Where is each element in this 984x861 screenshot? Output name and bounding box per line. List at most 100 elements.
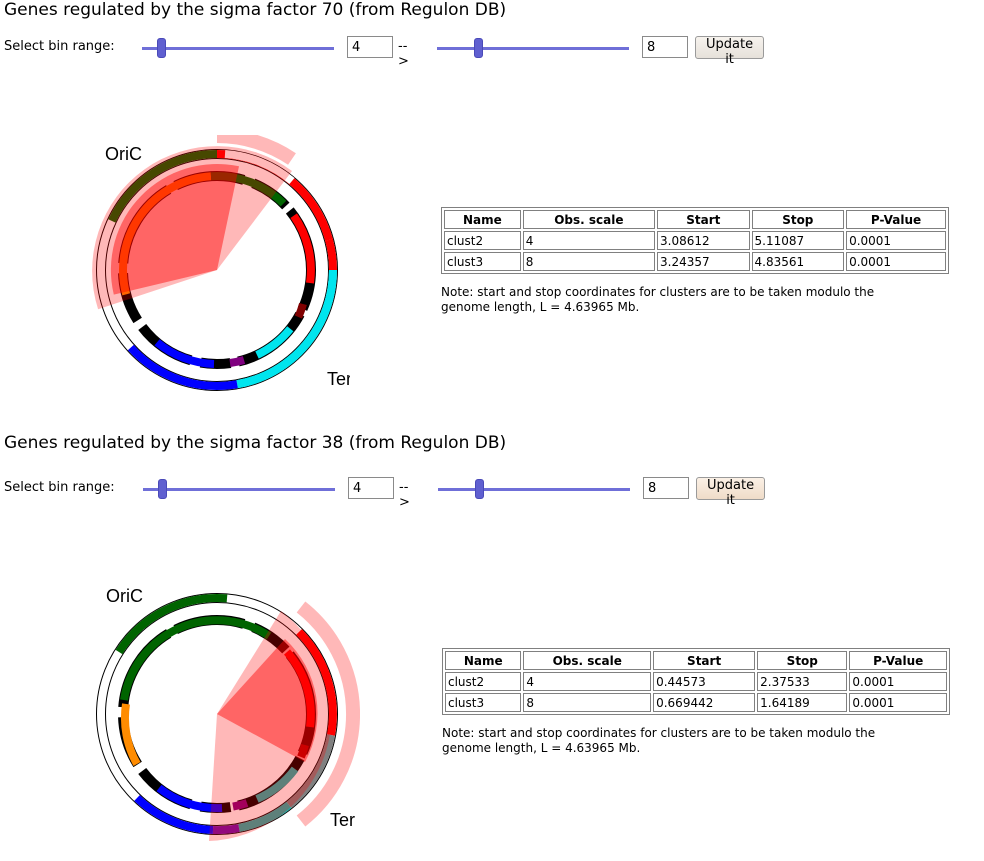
cell-name: clust2 bbox=[445, 672, 522, 691]
inner-ring-segment bbox=[283, 649, 315, 728]
table-row: clust3 8 3.24357 4.83561 0.0001 bbox=[444, 252, 946, 271]
bin-range-label: Select bin range: bbox=[4, 39, 115, 54]
table-row: clust2 4 3.08612 5.11087 0.0001 bbox=[444, 231, 946, 250]
slider-knob[interactable] bbox=[157, 38, 166, 58]
inner-ring-segment bbox=[297, 743, 309, 759]
inner-ring-segment bbox=[232, 799, 249, 811]
column-header: Stop bbox=[757, 651, 848, 670]
bin-range-label: Select bin range: bbox=[4, 480, 115, 495]
min-bin-input[interactable] bbox=[347, 36, 393, 58]
slider-knob[interactable] bbox=[475, 479, 484, 499]
cluster-wedge-large bbox=[209, 611, 332, 841]
column-header: Obs. scale bbox=[522, 210, 656, 229]
slider-knob[interactable] bbox=[158, 479, 167, 499]
range-arrow: --> bbox=[399, 480, 410, 510]
cell-obs-scale: 8 bbox=[522, 252, 656, 271]
cluster-table: Name Obs. scale Start Stop P-Value clust… bbox=[442, 648, 950, 715]
cell-name: clust2 bbox=[444, 231, 521, 250]
oric-label: OriC bbox=[105, 144, 142, 164]
cell-p-value: 0.0001 bbox=[849, 672, 947, 691]
column-header: Obs. scale bbox=[523, 651, 652, 670]
inner-ring-segment bbox=[120, 703, 141, 766]
update-button[interactable]: Update it bbox=[696, 477, 766, 508]
cell-p-value: 0.0001 bbox=[846, 231, 946, 250]
slider-track bbox=[437, 47, 629, 50]
cell-name: clust3 bbox=[444, 252, 521, 271]
ter-label: Ter bbox=[327, 369, 350, 389]
cell-p-value: 0.0001 bbox=[849, 693, 947, 712]
range-arrow: --> bbox=[398, 39, 409, 69]
cell-stop: 4.83561 bbox=[751, 252, 845, 271]
outer-ring-segment bbox=[286, 734, 335, 809]
inner-ring-segment bbox=[294, 302, 307, 319]
table-header-row: Name Obs. scale Start Stop P-Value bbox=[444, 210, 946, 229]
column-header: P-Value bbox=[846, 210, 946, 229]
slider-track bbox=[142, 47, 334, 50]
cluster-arc bbox=[216, 135, 296, 165]
inner-ring-segment bbox=[119, 172, 212, 296]
cell-stop: 5.11087 bbox=[751, 231, 845, 250]
inner-ring-segment bbox=[154, 339, 215, 368]
outer-ring-segment bbox=[296, 629, 337, 736]
outer-ring-segment bbox=[134, 795, 214, 834]
cell-p-value: 0.0001 bbox=[846, 252, 946, 271]
cluster-arc bbox=[296, 601, 360, 827]
panel-title: Genes regulated by the sigma factor 38 (… bbox=[4, 433, 507, 453]
column-header: P-Value bbox=[849, 651, 947, 670]
outer-ring-segment bbox=[236, 269, 337, 389]
min-bin-input[interactable] bbox=[348, 477, 394, 499]
panel-title: Genes regulated by the sigma factor 70 (… bbox=[4, 0, 507, 20]
outer-ring-segment bbox=[127, 344, 238, 390]
slider-track bbox=[438, 488, 630, 491]
cluster-wedge-small bbox=[110, 163, 239, 295]
cell-name: clust3 bbox=[445, 693, 522, 712]
inner-ring-segment bbox=[255, 326, 294, 359]
column-header: Name bbox=[444, 210, 521, 229]
outer-ring-gap bbox=[224, 150, 295, 185]
max-bin-slider[interactable] bbox=[438, 479, 630, 499]
column-header: Stop bbox=[751, 210, 845, 229]
min-bin-slider[interactable] bbox=[143, 479, 335, 499]
outer-ring-segment bbox=[212, 824, 240, 835]
cell-obs-scale: 8 bbox=[523, 693, 652, 712]
cluster-wedge-large bbox=[92, 146, 292, 310]
column-header: Start bbox=[653, 651, 756, 670]
max-bin-input[interactable] bbox=[642, 36, 688, 58]
cell-stop: 2.37533 bbox=[757, 672, 848, 691]
cluster-table: Name Obs. scale Start Stop P-Value clust… bbox=[441, 207, 949, 274]
table-header-row: Name Obs. scale Start Stop P-Value bbox=[445, 651, 947, 670]
table-row: clust2 4 0.44573 2.37533 0.0001 bbox=[445, 672, 947, 691]
panel-sigma38: Genes regulated by the sigma factor 38 (… bbox=[0, 431, 984, 861]
outer-ring-segment bbox=[238, 801, 292, 832]
inner-ring-segment bbox=[229, 356, 246, 367]
cell-stop: 1.64189 bbox=[757, 693, 848, 712]
table-row: clust3 8 0.669442 1.64189 0.0001 bbox=[445, 693, 947, 712]
update-button[interactable]: Update it bbox=[695, 36, 765, 67]
inner-ring-segment bbox=[290, 213, 315, 284]
panel-sigma70: Genes regulated by the sigma factor 70 (… bbox=[0, 0, 984, 430]
genome-cluster-plot: OriC Ter bbox=[92, 135, 350, 391]
cluster-wedge-small bbox=[217, 639, 318, 762]
cell-start: 0.44573 bbox=[653, 672, 756, 691]
max-bin-input[interactable] bbox=[643, 477, 689, 499]
slider-knob[interactable] bbox=[474, 38, 483, 58]
outer-ring-segment bbox=[115, 593, 228, 655]
coordinates-note: Note: start and stop coordinates for clu… bbox=[442, 726, 876, 755]
cell-start: 3.08612 bbox=[657, 231, 750, 250]
cell-start: 3.24357 bbox=[657, 252, 750, 271]
cell-obs-scale: 4 bbox=[522, 231, 656, 250]
cell-obs-scale: 4 bbox=[523, 672, 652, 691]
inner-ring-segment bbox=[156, 784, 223, 813]
inner-ring-segment bbox=[255, 766, 299, 803]
slider-track bbox=[143, 488, 335, 491]
ter-label: Ter bbox=[330, 810, 355, 830]
min-bin-slider[interactable] bbox=[142, 38, 334, 58]
inner-ring-segment bbox=[210, 172, 287, 207]
column-header: Name bbox=[445, 651, 522, 670]
coordinates-note: Note: start and stop coordinates for clu… bbox=[441, 285, 875, 314]
max-bin-slider[interactable] bbox=[437, 38, 629, 58]
outer-ring-segment bbox=[325, 238, 338, 271]
outer-ring-segment bbox=[108, 150, 218, 223]
column-header: Start bbox=[657, 210, 750, 229]
oric-label: OriC bbox=[106, 586, 143, 606]
